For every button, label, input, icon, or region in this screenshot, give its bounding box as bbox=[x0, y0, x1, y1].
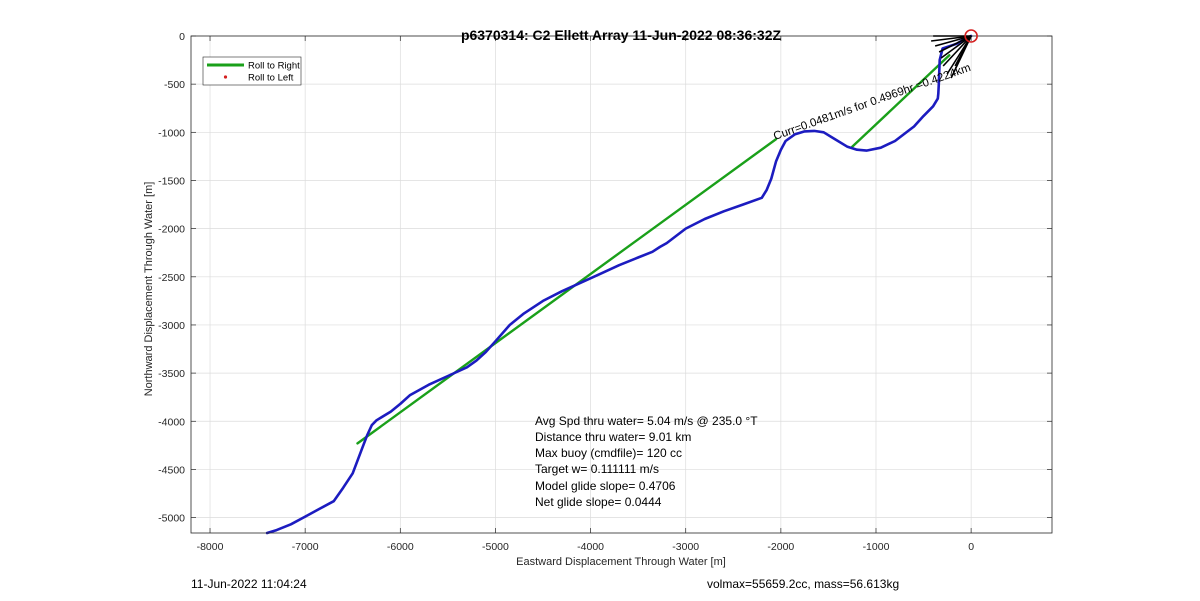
legend: Roll to Right Roll to Left bbox=[202, 56, 302, 86]
y-tick-label: -1000 bbox=[158, 127, 185, 139]
roll-to-right-segment bbox=[851, 54, 951, 149]
target-marker bbox=[964, 29, 978, 43]
y-tick-label: -3500 bbox=[158, 368, 185, 380]
y-tick-label: -3000 bbox=[158, 320, 185, 332]
y-tick-label: -5000 bbox=[158, 513, 185, 525]
glider-track-line bbox=[265, 34, 973, 535]
footer-timestamp: 11-Jun-2022 11:04:24 bbox=[191, 577, 307, 591]
x-tick-label: -6000 bbox=[387, 541, 414, 553]
x-tick-label: -1000 bbox=[863, 541, 890, 553]
x-tick-label: -7000 bbox=[292, 541, 319, 553]
stats-line-target-w: Target w= 0.111111 m/s bbox=[535, 462, 659, 476]
current-vector bbox=[942, 35, 972, 67]
roll-to-right-segment bbox=[356, 137, 778, 445]
x-tick-label: -2000 bbox=[767, 541, 794, 553]
data-series bbox=[265, 34, 973, 535]
stats-line-distance: Distance thru water= 9.01 km bbox=[535, 430, 691, 444]
y-tick-label: 0 bbox=[179, 31, 185, 43]
y-tick-label: -500 bbox=[164, 79, 185, 91]
x-tick-label: -8000 bbox=[197, 541, 224, 553]
x-tick-label: 0 bbox=[968, 541, 974, 553]
legend-label-roll-left: Roll to Left bbox=[248, 73, 294, 84]
y-tick-label: -2500 bbox=[158, 272, 185, 284]
legend-swatch-roll-left bbox=[223, 75, 228, 79]
markers bbox=[931, 29, 978, 79]
stats-line-model-glide: Model glide slope= 0.4706 bbox=[535, 479, 676, 493]
y-tick-label: -1500 bbox=[158, 175, 185, 187]
axis-ticks: -8000 -7000 -6000 -5000 -4000 -3000 -2000 -1000… bbox=[158, 31, 1052, 553]
y-axis-label: Northward Displacement Through Water [m] bbox=[143, 182, 155, 397]
legend-label-roll-right: Roll to Right bbox=[248, 61, 300, 72]
footer-vehicle-params: volmax=55659.2cc, mass=56.613kg bbox=[707, 577, 900, 591]
x-tick-label: -3000 bbox=[672, 541, 699, 553]
chart-title: p6370314: C2 Ellett Array 11-Jun-2022 08… bbox=[461, 27, 782, 43]
x-tick-label: -5000 bbox=[482, 541, 509, 553]
stats-line-avg-speed: Avg Spd thru water= 5.04 m/s @ 235.0 °T bbox=[535, 414, 758, 428]
stats-annotation: Avg Spd thru water= 5.04 m/s @ 235.0 °T … bbox=[535, 414, 758, 509]
x-tick-label: -4000 bbox=[577, 541, 604, 553]
stats-line-max-buoy: Max buoy (cmdfile)= 120 cc bbox=[535, 446, 682, 460]
plot-background bbox=[191, 36, 1052, 533]
x-axis-label: Eastward Displacement Through Water [m] bbox=[516, 556, 726, 568]
stats-line-net-glide: Net glide slope= 0.0444 bbox=[535, 495, 662, 509]
y-tick-label: -2000 bbox=[158, 224, 185, 236]
y-tick-label: -4000 bbox=[158, 416, 185, 428]
legend-box bbox=[202, 56, 302, 86]
axes-box bbox=[190, 35, 1053, 534]
y-tick-label: -4500 bbox=[158, 464, 185, 476]
